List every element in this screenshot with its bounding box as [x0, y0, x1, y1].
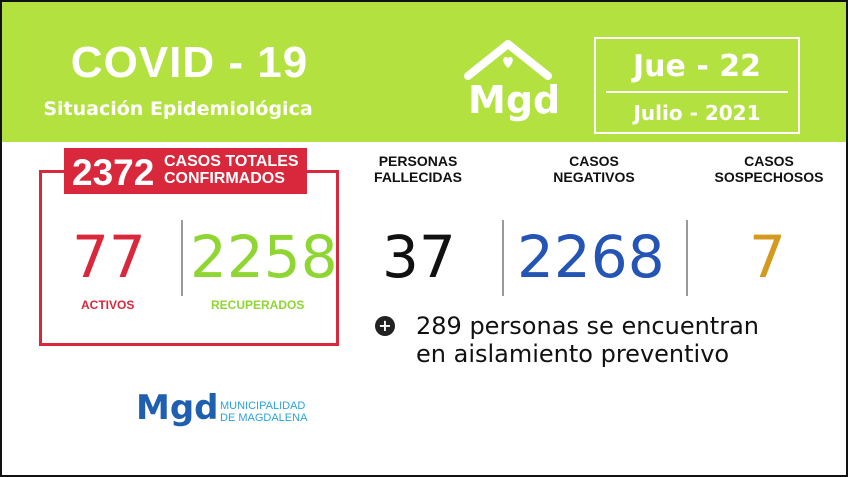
- total-cases-banner: 2372 CASOS TOTALES CONFIRMADOS: [64, 148, 307, 194]
- isolation-note: 289 personas se encuentran en aislamient…: [416, 312, 759, 368]
- negative-header: CASOS NEGATIVOS: [534, 153, 654, 185]
- active-cases-value: 77: [72, 223, 146, 291]
- page-title: COVID - 19: [70, 38, 309, 87]
- total-cases-value: 2372: [72, 152, 155, 193]
- deaths-header-line-2: FALLECIDAS: [374, 169, 462, 185]
- date-box: Jue - 22 Julio - 2021: [594, 37, 800, 134]
- deaths-header-line-1: PERSONAS: [378, 153, 458, 169]
- recovered-cases-value: 2258: [190, 223, 338, 291]
- total-cases-label-line-1: CASOS TOTALES: [164, 153, 299, 170]
- suspected-header-line-1: CASOS: [744, 153, 794, 169]
- municipality-name-line-2: DE MAGDALENA: [220, 412, 308, 424]
- recovered-cases-label: RECUPERADOS: [211, 298, 305, 312]
- footer-logo-text: Mgd: [136, 388, 219, 428]
- active-divider: [181, 220, 183, 296]
- negative-header-line-2: NEGATIVOS: [553, 169, 635, 185]
- isolation-note-line-1: 289 personas se encuentran: [416, 312, 759, 340]
- negative-header-line-1: CASOS: [569, 153, 619, 169]
- active-cases-label: ACTIVOS: [81, 298, 135, 312]
- deaths-header: PERSONAS FALLECIDAS: [358, 153, 478, 185]
- footer-logo: Mgd: [136, 388, 219, 428]
- header-logo-text: Mgd: [468, 78, 561, 122]
- deaths-divider: [502, 220, 504, 296]
- suspected-header-line-2: SOSPECHOSOS: [714, 169, 824, 185]
- suspected-header: CASOS SOSPECHOSOS: [702, 153, 836, 185]
- date-day: Jue - 22: [633, 49, 761, 84]
- suspected-value: 7: [749, 223, 786, 291]
- date-month: Julio - 2021: [633, 101, 761, 125]
- total-cases-label-line-2: CONFIRMADOS: [164, 170, 285, 187]
- negative-divider: [686, 220, 688, 296]
- isolation-note-line-2: en aislamiento preventivo: [416, 340, 730, 368]
- plus-circle-icon: +: [375, 316, 395, 336]
- municipality-name: MUNICIPALIDAD DE MAGDALENA: [220, 400, 307, 424]
- date-divider: [606, 91, 788, 93]
- negative-value: 2268: [517, 223, 665, 291]
- total-cases-label: CASOS TOTALES CONFIRMADOS: [164, 153, 304, 187]
- page-subtitle: Situación Epidemiológica: [43, 98, 313, 120]
- house-logo-icon: [464, 40, 552, 80]
- header-banner: COVID - 19 Situación Epidemiológica Mgd …: [2, 2, 846, 142]
- deaths-value: 37: [382, 223, 456, 291]
- municipality-name-line-1: MUNICIPALIDAD: [220, 400, 306, 412]
